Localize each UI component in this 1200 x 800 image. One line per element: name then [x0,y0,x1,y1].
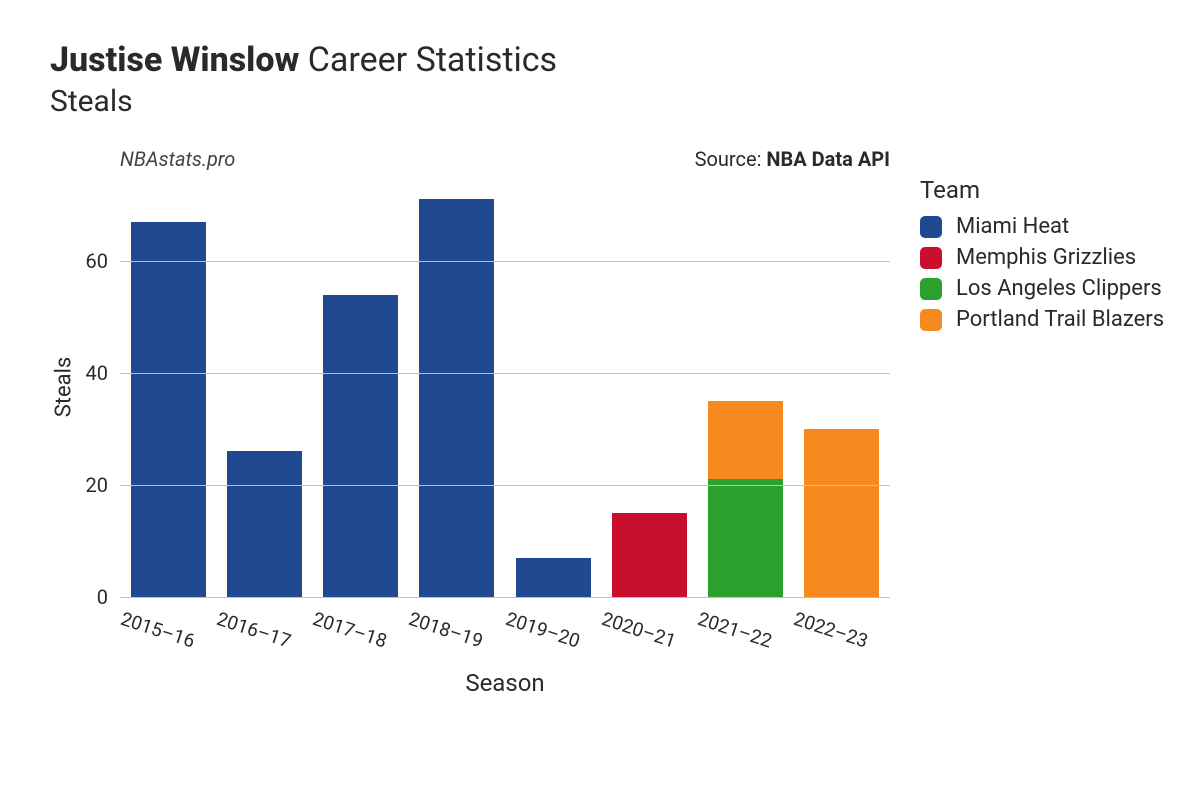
bar-segment [708,401,783,479]
legend-title: Team [920,176,1164,204]
gridline [120,485,890,486]
player-name: Justise Winslow [50,40,299,80]
x-tick-label: 2022–23 [791,607,871,653]
source-label: Source: [695,147,767,171]
source-credit: Source: NBA Data API [695,147,890,171]
y-tick-label: 0 [97,585,108,609]
legend-label: Miami Heat [956,214,1069,239]
legend-swatch [920,309,942,331]
legend-swatch [920,278,942,300]
stat-subtitle: Steals [50,84,1160,119]
x-tick-label: 2019–20 [502,607,582,653]
y-tick-label: 40 [86,361,108,385]
bar-segment [708,479,783,597]
x-tick-label: 2017–18 [310,607,390,653]
watermark: NBAstats.pro [120,147,235,171]
title-suffix: Career Statistics [308,40,557,80]
x-axis-title: Season [120,669,890,697]
bar-segment [804,429,879,597]
x-ticks: 2015–16 2016–17 2017–18 2018–19 2019–20 2020–… [120,597,890,657]
bar-segment [227,451,302,597]
bar-stack [227,451,302,597]
legend: Team Miami Heat Memphis Grizzlies Los Ange… [920,176,1164,338]
bar-stack [612,513,687,597]
x-tick-label: 2021–22 [695,607,775,653]
y-tick-label: 60 [86,249,108,273]
x-tick-label: 2015–16 [117,607,197,653]
page-title: Justise Winslow Career Statistics [50,40,1160,80]
legend-label: Portland Trail Blazers [956,307,1164,332]
y-tick-label: 20 [86,473,108,497]
bar-stack [516,558,591,597]
x-tick-label: 2016–17 [214,607,294,653]
legend-swatch [920,247,942,269]
legend-item: Portland Trail Blazers [920,307,1164,332]
x-tick-label: 2020–21 [599,607,679,653]
bar-stack [708,401,783,597]
gridline [120,373,890,374]
legend-label: Los Angeles Clippers [956,276,1162,301]
legend-items: Miami Heat Memphis Grizzlies Los Angeles C… [920,214,1164,332]
bar-segment [323,295,398,597]
legend-label: Memphis Grizzlies [956,245,1136,270]
gridline [120,261,890,262]
legend-item: Los Angeles Clippers [920,276,1164,301]
bar-segment [131,222,206,597]
bar-segment [419,199,494,597]
page-root: Justise Winslow Career Statistics Steals… [0,0,1200,800]
y-axis-title: Steals [52,357,77,418]
x-tick-label: 2018–19 [406,607,486,653]
bar-stack [323,295,398,597]
bar-stack [131,222,206,597]
bar-segment [516,558,591,597]
bar-stack [804,429,879,597]
plot-area: Steals 0204060 [120,177,890,597]
legend-item: Miami Heat [920,214,1164,239]
bar-stack [419,199,494,597]
bars-layer [120,177,890,597]
source-value: NBA Data API [766,147,890,171]
legend-swatch [920,216,942,238]
meta-row: NBAstats.pro Source: NBA Data API [120,147,890,171]
bar-segment [612,513,687,597]
legend-item: Memphis Grizzlies [920,245,1164,270]
